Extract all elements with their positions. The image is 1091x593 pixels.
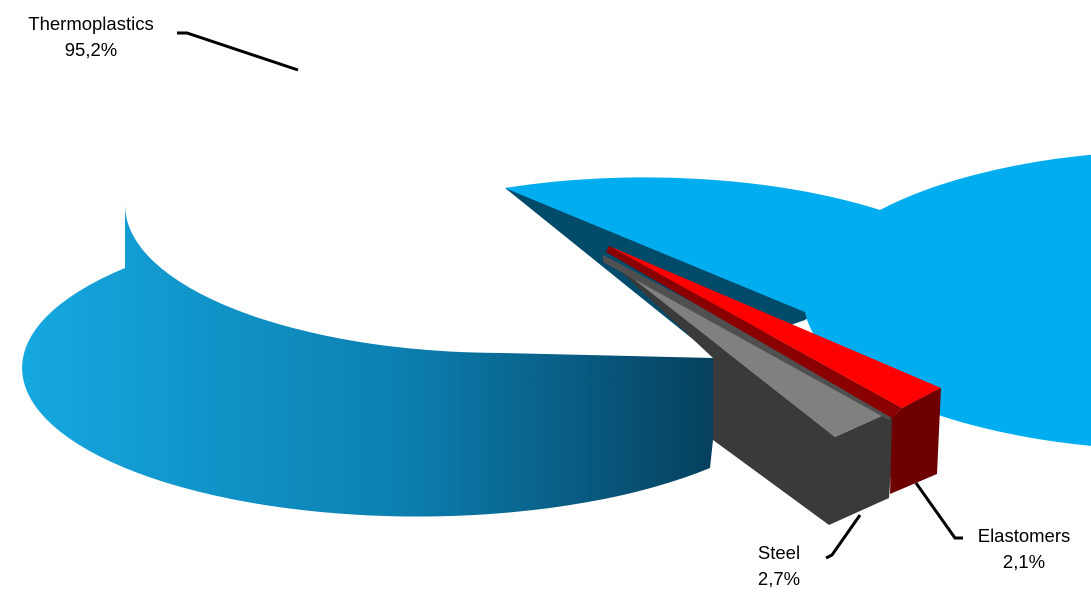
slice-elastomers-side [890,388,941,494]
slice-elastomers-inner [606,246,902,418]
label-thermoplastics-name: Thermoplastics [28,13,153,34]
label-thermoplastics-value: 95,2% [65,39,117,60]
label-elastomers-name: Elastomers [978,525,1071,546]
slice-thermoplastics-top-fill [505,188,882,312]
label-elastomers-value: 2,1% [1003,551,1045,572]
slice-elastomers [606,246,941,494]
label-steel-value: 2,7% [758,568,800,589]
slice-thermoplastics [22,154,1091,517]
leader-line-thermoplastics [177,31,299,72]
leader-line-steel [825,514,862,560]
slice-elastomers-top[interactable] [609,246,941,408]
slice-steel [603,255,895,525]
slice-steel-front [603,255,895,525]
label-steel-name: Steel [758,542,800,563]
slice-steel-edge [603,255,895,420]
slice-thermoplastics-side [22,205,713,517]
leader-line-elastomers [914,482,963,540]
